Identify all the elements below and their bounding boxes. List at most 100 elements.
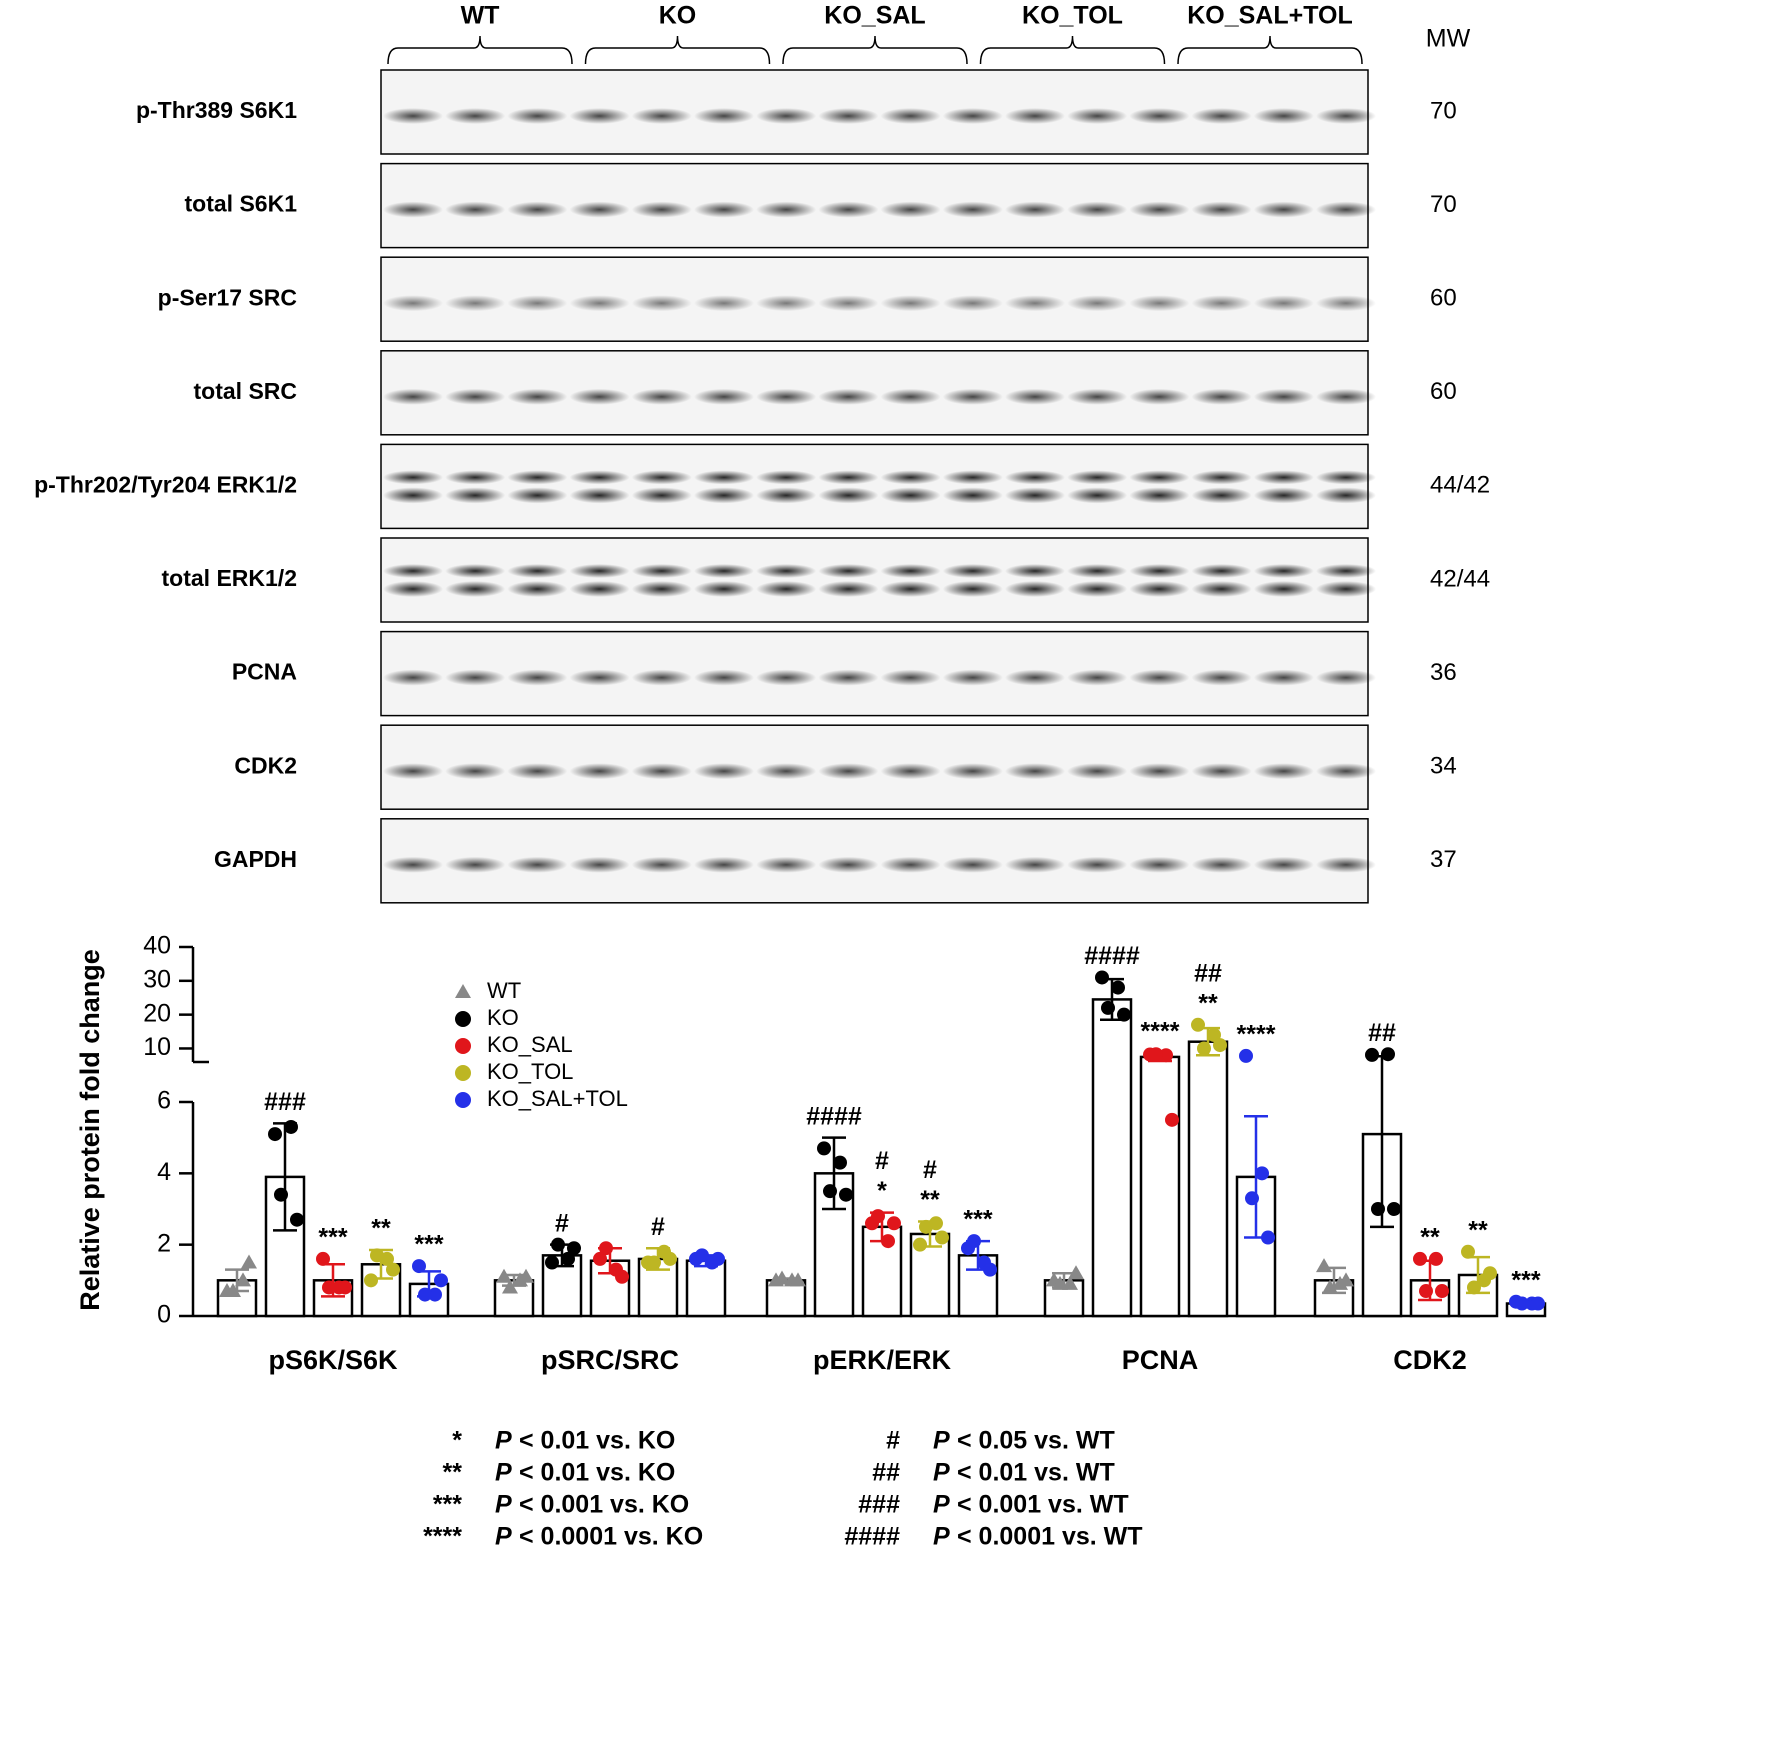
data-point (647, 1255, 661, 1270)
data-point (225, 1283, 241, 1298)
error-bar (822, 1136, 846, 1211)
blot-band (694, 581, 754, 597)
blot-band (756, 669, 817, 686)
blot-band (880, 487, 941, 504)
blot-band (1129, 487, 1190, 504)
data-point (412, 1259, 426, 1274)
data-point (593, 1251, 607, 1266)
blot-band (383, 763, 443, 780)
blot-band (756, 201, 817, 218)
blot-band (383, 201, 443, 218)
data-point (1467, 1280, 1481, 1295)
footnote-stat: P (495, 1459, 512, 1487)
blot-band (756, 388, 817, 405)
blot-band (942, 388, 1003, 405)
blot-band (818, 201, 879, 218)
footnote-text: < 0.001 vs. KO (519, 1491, 689, 1519)
data-point (1531, 1296, 1545, 1311)
blot-band (1316, 763, 1376, 780)
data-point (561, 1251, 575, 1266)
data-point (1052, 1275, 1068, 1290)
footnote-stat: P (495, 1427, 512, 1455)
blot-band (569, 487, 630, 504)
molecular-weight: 70 (1430, 97, 1457, 124)
blot-band (1253, 201, 1314, 218)
data-point (881, 1234, 895, 1249)
mw-header: MW (1426, 25, 1471, 53)
blot-band (694, 470, 754, 485)
y-tick-label: 0 (157, 1301, 171, 1329)
data-point (235, 1272, 251, 1287)
data-point (1245, 1191, 1259, 1206)
blot-band (1005, 108, 1065, 124)
data-point (1338, 1272, 1354, 1287)
data-point (1365, 1047, 1379, 1062)
blot-band (631, 470, 692, 485)
blot-band (507, 564, 568, 578)
x-tick-label: CDK2 (1393, 1345, 1467, 1375)
data-point (1371, 1202, 1385, 1216)
data-point (316, 1251, 330, 1266)
blot-band (507, 108, 568, 124)
blot-band (1191, 487, 1252, 504)
blot-band (569, 856, 630, 873)
blot-band (694, 487, 754, 504)
blot-band (1067, 856, 1128, 873)
blot-band (1316, 581, 1376, 597)
blot-band (694, 295, 754, 312)
data-point (496, 1268, 512, 1283)
blot-band (1253, 108, 1314, 124)
data-point (1111, 980, 1125, 995)
blot-band (1316, 564, 1376, 578)
data-point (839, 1187, 853, 1202)
footnote-symbol: ** (443, 1459, 463, 1487)
blot-band (445, 564, 506, 578)
significance-mark: ** (1420, 1224, 1440, 1252)
blot-band (1129, 581, 1190, 597)
significance-mark: * (877, 1177, 887, 1205)
data-point (1461, 1244, 1475, 1259)
blot-band (1129, 201, 1190, 218)
bar (685, 1259, 727, 1318)
group-label: KO (659, 2, 697, 30)
blot-band (880, 564, 941, 578)
blot-band (756, 487, 817, 504)
blot-row-label: CDK2 (234, 752, 297, 778)
blot-band (1067, 763, 1128, 780)
significance-mark: **** (1237, 1021, 1276, 1049)
footnote-text: < 0.05 vs. WT (957, 1427, 1115, 1455)
blot-band (569, 295, 630, 312)
blot-row-label: p-Thr389 S6K1 (136, 97, 297, 123)
blot-band (1253, 487, 1314, 504)
blot-band (1005, 295, 1065, 312)
blot-band (1129, 295, 1190, 312)
x-tick-label: pSRC/SRC (541, 1345, 679, 1375)
group-bracket (1177, 35, 1363, 65)
blot-band (631, 669, 692, 686)
blot-band (756, 763, 817, 780)
blot-band (1067, 201, 1128, 218)
significance-mark: ** (920, 1186, 940, 1214)
data-point (284, 1119, 298, 1134)
blot-band (507, 295, 568, 312)
blot-band (880, 581, 941, 597)
data-point (551, 1237, 565, 1252)
data-point (1095, 970, 1109, 985)
data-point (274, 1187, 288, 1202)
blot-band (507, 201, 568, 218)
data-point (1515, 1296, 1529, 1311)
footnote-stat: P (495, 1523, 512, 1551)
blot-band (942, 470, 1003, 485)
blot-band (445, 763, 506, 780)
blot-band (1129, 564, 1190, 578)
blot-band (1316, 201, 1376, 218)
blot-band (383, 470, 443, 485)
blot-band (818, 487, 879, 504)
blot-band (507, 470, 568, 485)
data-point (983, 1262, 997, 1277)
significance-mark: *** (963, 1206, 992, 1234)
y-tick-label: 10 (143, 1033, 171, 1061)
data-point (599, 1241, 613, 1256)
blot-band (507, 487, 568, 504)
data-point (790, 1272, 806, 1287)
